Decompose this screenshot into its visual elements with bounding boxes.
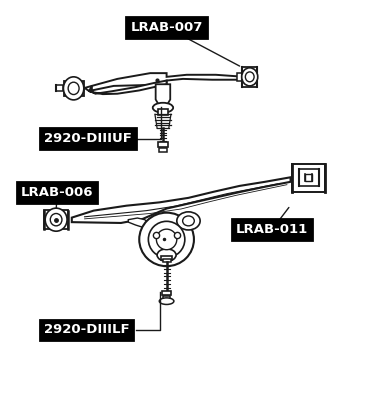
Text: LRAB-006: LRAB-006 [21, 185, 93, 199]
Bar [161, 256, 172, 260]
Ellipse shape [183, 216, 194, 226]
Ellipse shape [156, 229, 177, 250]
Text: 2920-DIIIUF: 2920-DIIIUF [44, 132, 132, 145]
Ellipse shape [45, 208, 67, 231]
Text: LRAB-011: LRAB-011 [236, 223, 309, 236]
Polygon shape [181, 218, 194, 227]
Ellipse shape [50, 214, 62, 226]
Bar [158, 142, 168, 147]
Ellipse shape [159, 298, 174, 304]
Bar [64, 81, 84, 96]
Bar [237, 73, 243, 81]
Text: LRAB-007: LRAB-007 [130, 21, 203, 34]
Ellipse shape [242, 68, 258, 86]
Ellipse shape [153, 103, 173, 113]
Polygon shape [92, 73, 245, 90]
Ellipse shape [139, 213, 194, 266]
Bar [242, 66, 257, 87]
Bar [162, 291, 171, 295]
Ellipse shape [63, 77, 84, 100]
Ellipse shape [157, 249, 176, 261]
Bar [56, 85, 63, 91]
Ellipse shape [68, 82, 79, 95]
Polygon shape [156, 84, 170, 106]
Bar [158, 109, 168, 115]
Bar [299, 169, 319, 186]
Polygon shape [85, 81, 167, 94]
Ellipse shape [177, 212, 200, 230]
Bar [159, 147, 167, 152]
Bar [163, 259, 171, 263]
Bar [292, 164, 325, 192]
Polygon shape [72, 177, 291, 223]
Ellipse shape [148, 221, 185, 258]
Polygon shape [128, 218, 152, 228]
Text: 2920-DIIILF: 2920-DIIILF [44, 323, 129, 337]
Bar [44, 210, 68, 229]
Bar [305, 174, 313, 181]
Ellipse shape [245, 72, 254, 82]
Bar [163, 296, 170, 299]
